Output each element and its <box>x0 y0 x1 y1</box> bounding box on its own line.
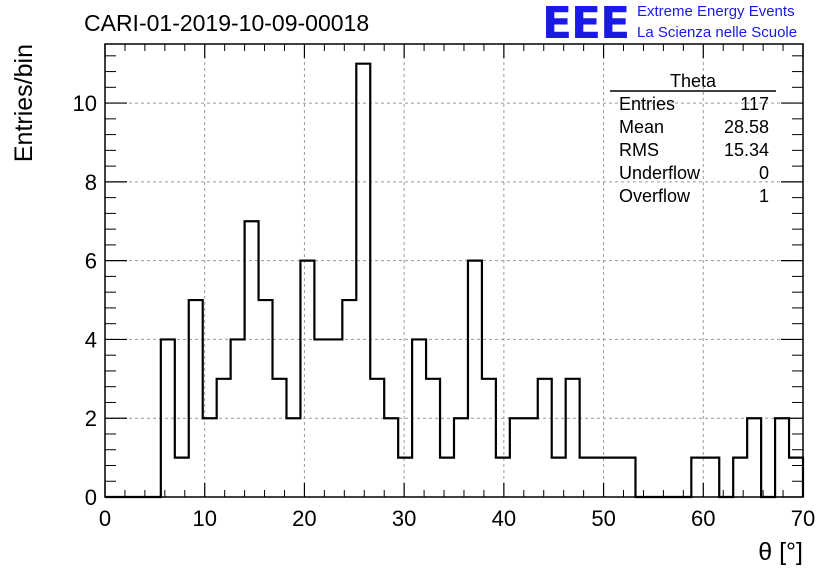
histogram-bin <box>426 379 440 497</box>
histogram-bin <box>510 418 524 497</box>
histogram-bin <box>398 458 412 497</box>
histogram-bin <box>691 458 705 497</box>
histogram-bin <box>370 379 384 497</box>
histogram-bin <box>580 458 594 497</box>
histogram-bins <box>105 62 805 499</box>
stats-row-label: Mean <box>619 117 664 137</box>
histogram-bin <box>622 458 636 497</box>
histogram-bin <box>286 418 300 497</box>
logo-caption-line1: Extreme Energy Events <box>637 3 795 20</box>
histogram-bin <box>328 339 342 497</box>
y-tick-label: 0 <box>85 485 97 510</box>
histogram-bin <box>538 379 552 497</box>
plot-frame <box>104 43 804 498</box>
histogram-outline <box>105 62 805 499</box>
histogram-bin <box>245 221 259 497</box>
histogram-bin <box>314 339 328 497</box>
y-tick-label: 4 <box>85 327 97 352</box>
stats-row-label: Entries <box>619 94 675 114</box>
histogram-bin <box>440 458 454 497</box>
histogram-bin <box>705 458 719 497</box>
y-tick-label: 2 <box>85 406 97 431</box>
stats-row-value: 15.34 <box>724 140 769 160</box>
x-tick-label: 30 <box>392 506 416 531</box>
y-tick-label: 6 <box>85 249 97 274</box>
histogram-bin <box>259 300 273 497</box>
x-axis-label: θ [°] <box>758 538 803 566</box>
histogram-bin <box>217 379 231 497</box>
histogram-bin <box>384 418 398 497</box>
histogram-bin <box>356 64 370 497</box>
histogram-bin <box>747 418 761 497</box>
y-axis-label: Entries/bin <box>10 44 38 162</box>
histogram-bin <box>175 458 189 497</box>
y-tick-label: 8 <box>85 170 97 195</box>
histogram-bin <box>496 458 510 497</box>
histogram-bin <box>482 379 496 497</box>
histogram-bin <box>733 458 747 497</box>
stats-box-name: Theta <box>670 71 717 91</box>
histogram-bin <box>300 261 314 497</box>
x-tick-label: 20 <box>292 506 316 531</box>
histogram-bin <box>552 458 566 497</box>
y-tick-label: 10 <box>73 91 97 116</box>
stats-row-value: 1 <box>759 186 769 206</box>
histogram-bin <box>566 379 580 497</box>
stats-row-label: Underflow <box>619 163 701 183</box>
histogram-bin <box>412 339 426 497</box>
eee-logo: EEE <box>542 0 630 49</box>
histogram-bin <box>468 261 482 497</box>
histogram-bin <box>594 458 608 497</box>
x-tick-label: 40 <box>492 506 516 531</box>
axis-ticks <box>104 44 804 498</box>
stats-box: Theta Entries 117 Mean 28.58 RMS 15.34 Underflo… <box>610 71 776 206</box>
stats-row-label: RMS <box>619 140 659 160</box>
x-tick-label: 60 <box>691 506 715 531</box>
histogram-bin <box>342 300 356 497</box>
histogram-bin <box>189 300 203 497</box>
stats-row-value: 0 <box>759 163 769 183</box>
histogram-bin <box>273 379 287 497</box>
histogram-bin <box>231 339 245 497</box>
logo-caption-line2: La Scienza nelle Scuole <box>637 24 798 41</box>
stats-row-value: 28.58 <box>724 117 769 137</box>
x-tick-label: 10 <box>192 506 216 531</box>
histogram-bin <box>775 418 789 497</box>
histogram-bin <box>789 458 803 497</box>
histogram-bin <box>161 339 175 497</box>
histogram-bin <box>454 418 468 497</box>
x-tick-label: 70 <box>791 506 815 531</box>
histogram-bin <box>203 418 217 497</box>
histogram-bin <box>524 418 538 497</box>
x-tick-label: 0 <box>99 506 111 531</box>
stats-row-label: Overflow <box>619 186 691 206</box>
chart-title: CARI-01-2019-10-09-00018 <box>84 10 370 36</box>
histogram-bin <box>608 458 622 497</box>
x-tick-label: 50 <box>591 506 615 531</box>
stats-row-value: 117 <box>740 94 769 114</box>
